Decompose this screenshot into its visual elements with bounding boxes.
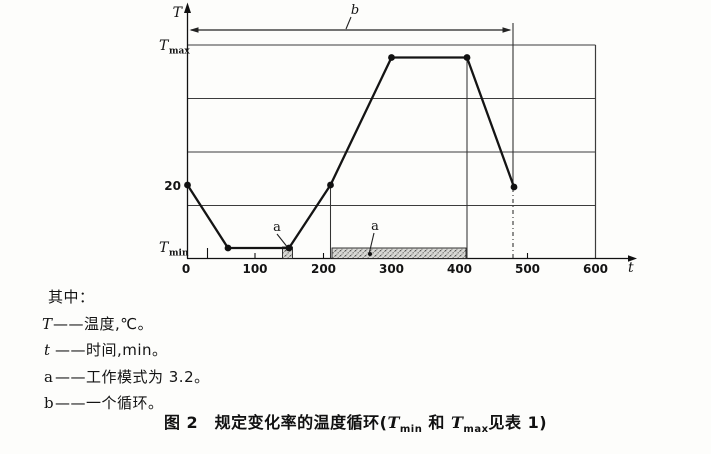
key-item-T: T——温度,℃。 [42,311,210,338]
x-tick-300: 300 [379,262,404,276]
key-item-a: a ——工作模式为 3.2。 [42,364,210,391]
tmax-label-sub: max [169,47,190,57]
temperature-cycle-curve [186,56,516,250]
figure-caption: 图 2 规定变化率的温度循环(Tmin 和 Tmax见表 1) [0,409,711,435]
mode-region-band [331,247,467,259]
annotation-a-band: a [371,219,379,234]
caption-tmax-sub: max [463,424,489,436]
key-item-b: b——一个循环。 [42,390,210,417]
annotation-a-small: a [273,220,281,235]
key-symbol-b: b [44,394,55,412]
x-axis-title: t [628,260,634,276]
y-axis-title: T [173,5,184,21]
x-tick-500: 500 [515,262,540,276]
tmin-label-base: T [159,240,170,256]
key-text-t: ——时间,min。 [55,341,168,359]
caption-prefix: 图 2 规定变化率的温度循环( [163,413,388,432]
key-item-t: t ——时间,min。 [42,337,210,364]
caption-tmax-base: T [451,413,464,432]
y-label-20: 20 [164,179,181,193]
curve-point-markers [184,54,518,252]
x-axis-arrowhead-icon [628,255,637,262]
x-tick-200: 200 [311,262,336,276]
gridlines [187,44,596,207]
tmax-label-base: T [159,38,170,54]
x-tick-600: 600 [583,262,608,276]
key-symbol-a: a [44,367,54,386]
drop-lines [329,57,468,259]
x-tick-0: 0 [182,262,190,276]
figure-key: 其中： T——温度,℃。 t ——时间,min。 a ——工作模式为 3.2。 b—… [42,284,210,417]
caption-tmin-sub: min [399,424,423,436]
tmin-label-sub: min [169,249,189,259]
caption-tmin-base: T [387,413,400,432]
key-intro: 其中： [48,288,95,306]
annotation-b: b [351,3,359,18]
y-axis-arrowhead-icon [184,2,191,13]
x-tick-400: 400 [447,262,472,276]
cycle-span-arrow [189,16,512,33]
key-text-a: ——工作模式为 3.2。 [55,367,210,386]
key-text-T: ——温度,℃。 [53,314,154,333]
leader-end-dot [368,252,372,256]
caption-suffix: 见表 1) [488,413,548,432]
caption-middle: 和 [422,413,451,432]
key-symbol-T: T [42,314,53,333]
temperature-cycle-chart: T t T max 20 T min 0 100 200 300 400 500… [159,2,637,276]
x-tick-100: 100 [242,262,267,276]
annotation-leaders [276,232,375,253]
key-text-b: ——一个循环。 [55,394,164,412]
x-tick-labels: 0 100 200 300 400 500 600 [182,262,608,276]
key-symbol-t: t [44,341,51,359]
